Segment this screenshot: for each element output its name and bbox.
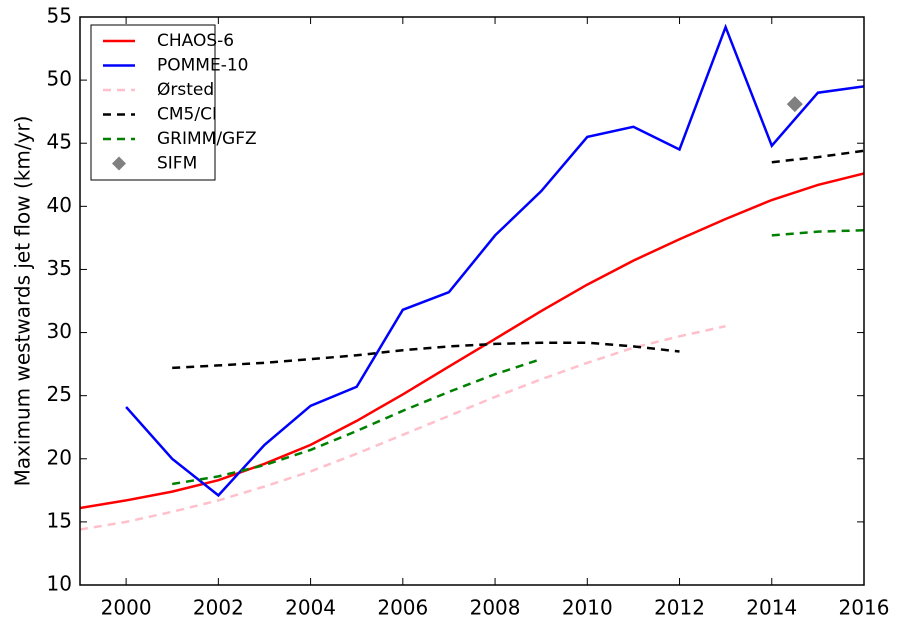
legend-label: Ørsted: [157, 80, 214, 100]
y-tick-label: 15: [47, 508, 72, 532]
y-tick-label: 25: [47, 382, 72, 406]
legend: CHAOS-6 POMME-10 Ørsted CM5/CI GRIMM/GFZ SIFM: [90, 24, 257, 181]
x-tick-label: 2012: [654, 596, 705, 620]
x-tick-label: 2006: [377, 596, 428, 620]
legend-marker: [112, 156, 126, 171]
series-line: [172, 149, 864, 370]
plot-frame: [79, 16, 865, 586]
x-tick-label: 2004: [285, 596, 336, 620]
y-tick-label: 40: [47, 193, 72, 217]
plot-area: [80, 23, 864, 531]
legend-label: GRIMM/GFZ: [157, 129, 257, 149]
x-tick-label: 2008: [470, 596, 521, 620]
y-tick-label: 30: [47, 319, 72, 343]
x-tick-label: 2010: [562, 596, 613, 620]
legend-box: [90, 24, 216, 181]
series-line: [80, 172, 864, 510]
y-tick-label: 35: [47, 256, 72, 280]
y-tick-label: 45: [47, 130, 72, 154]
x-tick-label: 2016: [839, 596, 890, 620]
legend-label: POMME-10: [157, 56, 248, 76]
series-line: [171, 229, 864, 486]
legend-label: SIFM: [157, 154, 197, 174]
y-tick-label: 55: [47, 4, 72, 28]
y-tick-label: 50: [47, 67, 72, 91]
x-tick-label: 2002: [193, 596, 244, 620]
legend-label: CHAOS-6: [157, 31, 234, 51]
legend-label: CM5/CI: [157, 105, 217, 125]
marker: [786, 96, 803, 113]
series-line: [80, 324, 726, 531]
y-tick-label: 20: [47, 445, 72, 469]
series-line: [125, 23, 864, 498]
x-tick-label: 2000: [101, 596, 152, 620]
y-tick-label: 10: [47, 572, 72, 596]
x-tick-label: 2014: [746, 596, 797, 620]
y-axis-label: Maximum westwards jet flow (km/yr): [11, 116, 35, 487]
